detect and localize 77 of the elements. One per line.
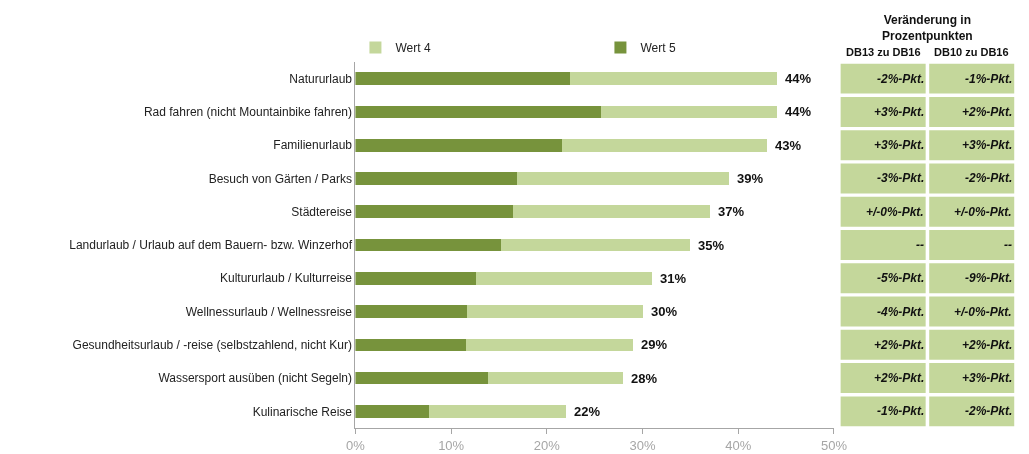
text: -- (916, 238, 924, 252)
text: -2%-Pkt. (965, 404, 1013, 418)
total-label: 44% (785, 104, 812, 119)
text: +2%-Pkt. (962, 105, 1013, 119)
y-tick-label: Städtereise (291, 204, 353, 219)
x-tick-label: 20% (533, 437, 561, 453)
text: -1%-Pkt. (965, 72, 1013, 86)
total-label: 37% (718, 204, 745, 219)
bar (569, 72, 777, 85)
text: +3%-Pkt. (874, 138, 925, 152)
legend-label: Wert 4 (395, 41, 431, 56)
text: -5%-Pkt. (877, 271, 925, 285)
x-tick-label: 10% (438, 437, 465, 453)
x-tick-label: 0% (346, 437, 366, 453)
text: +3%-Pkt. (874, 105, 925, 119)
bar (500, 238, 691, 252)
text: -- (1004, 238, 1012, 252)
text: -9%-Pkt. (965, 271, 1013, 285)
bar (355, 105, 602, 119)
total-label: 39% (737, 171, 764, 186)
x-tick-label: 40% (725, 437, 752, 453)
text: -2%-Pkt. (877, 72, 925, 86)
text: Veränderung in Prozentpunkten (882, 13, 973, 43)
text: +2%-Pkt. (874, 371, 925, 385)
text: +3%-Pkt. (962, 138, 1013, 152)
text: -1%-Pkt. (877, 404, 925, 418)
bar (467, 305, 643, 318)
bar (562, 138, 767, 152)
text: +2%-Pkt. (962, 338, 1013, 352)
total-label: 43% (775, 138, 802, 153)
bar (355, 338, 466, 352)
category-label: DB10 zu DB16 (934, 46, 1009, 58)
total-label: 44% (785, 71, 812, 86)
total-label: 29% (641, 337, 668, 352)
x-tick-label: 30% (629, 437, 657, 453)
bar (429, 405, 566, 418)
text: -2%-Pkt. (965, 171, 1013, 185)
bar (355, 271, 477, 285)
y-tick-label: Rad fahren (nicht Mountainbike fahren) (143, 105, 353, 120)
y-tick-label: Natururlaub (289, 71, 353, 86)
bar (355, 138, 563, 152)
y-tick-label: Besuch von Gärten / Parks (208, 171, 353, 186)
total-label: 31% (660, 271, 687, 286)
total-label: 22% (574, 404, 601, 419)
text: +2%-Pkt. (874, 338, 925, 352)
bar (355, 205, 514, 219)
y-tick-label: Kulinarische Reise (252, 404, 353, 419)
y-tick-label: Wellnessurlaub / Wellnessreise (185, 304, 353, 319)
bar (601, 105, 777, 119)
bar (513, 205, 710, 219)
bar (355, 238, 501, 252)
total-label: 35% (698, 238, 725, 253)
text: +/-0%-Pkt. (866, 205, 924, 219)
category-label: DB13 zu DB16 (846, 46, 921, 58)
legend-label: Wert 5 (640, 41, 676, 56)
y-tick-label: Familienurlaub (273, 138, 353, 153)
bar (355, 405, 430, 418)
y-tick-label: Gesundheitsurlaub / -reise (selbstzahlend, nicht Kur) (72, 338, 353, 353)
y-tick-label: Wassersport ausüben (nicht Segeln) (158, 371, 353, 386)
y-tick-label: Landurlaub / Urlaub auf dem Bauern- bzw. Winzerhof (69, 238, 353, 253)
bar (465, 338, 633, 352)
total-label: 28% (631, 371, 658, 386)
total-label: 30% (651, 304, 678, 319)
text: +3%-Pkt. (962, 371, 1013, 385)
bar (355, 172, 518, 185)
bar (355, 72, 570, 85)
text: -4%-Pkt. (877, 305, 925, 319)
text: +/-0%-Pkt. (954, 205, 1012, 219)
bar (487, 371, 624, 385)
bar (355, 305, 468, 318)
text: +/-0%-Pkt. (954, 305, 1012, 319)
bar (476, 271, 653, 285)
text: -3%-Pkt. (877, 171, 925, 185)
y-tick-label: Kultururlaub / Kulturreise (219, 271, 353, 286)
bar (517, 172, 729, 185)
bar (355, 371, 488, 385)
x-tick-label: 50% (820, 437, 848, 453)
